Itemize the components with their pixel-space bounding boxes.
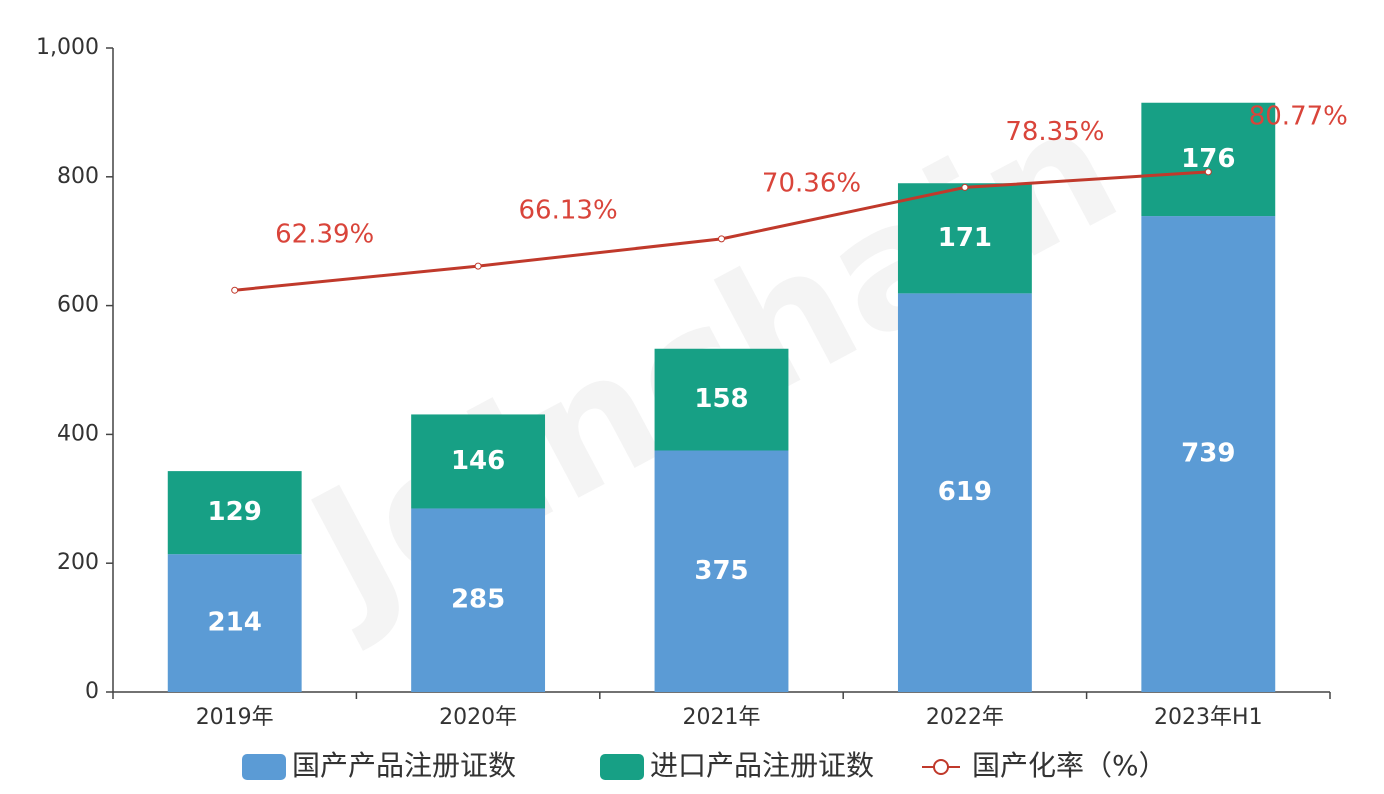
data-label: 285 [451,585,505,615]
y-tick-label: 1,000 [36,35,99,60]
data-label: 62.39% [275,220,374,250]
line-point [231,286,239,294]
legend-marker [933,759,949,775]
bar-segment [167,554,302,692]
legend-label: 国产产品注册证数 [292,749,516,782]
data-label: 70.36% [762,168,861,198]
data-label: 129 [208,497,262,527]
data-label: 158 [694,384,748,414]
bar-segment [1141,216,1276,693]
data-label: 171 [938,223,992,253]
line-point [1204,168,1212,176]
bar-segment [654,348,789,451]
data-label: 214 [208,608,262,638]
x-tick-label: 2021年 [683,705,761,730]
line-point [474,262,482,270]
legend-label: 进口产品注册证数 [650,749,874,782]
data-label: 80.77% [1249,101,1348,131]
line-point [718,235,725,243]
legend-label: 国产化率（%） [972,749,1167,782]
x-tick-label: 2020年 [439,705,517,730]
legend-swatch [600,754,644,780]
line-point [961,183,969,191]
bar-segment [1141,102,1276,217]
bar-segment [654,450,789,692]
x-tick-label: 2019年 [196,705,274,730]
y-tick-label: 600 [57,293,99,318]
y-tick-label: 800 [57,164,99,189]
data-label: 66.13% [519,196,618,226]
data-label: 78.35% [1005,117,1104,147]
legend-swatch [242,754,286,780]
x-tick-label: 2023年H1 [1154,705,1263,730]
y-tick-label: 200 [57,550,99,575]
data-label: 375 [694,556,748,586]
y-tick-label: 400 [57,421,99,446]
x-tick-label: 2022年 [926,705,1004,730]
bar-segment [411,508,546,692]
data-label: 619 [938,477,992,507]
y-tick-label: 0 [85,679,99,704]
data-label: 739 [1181,439,1235,469]
bar-segment [897,293,1032,692]
bar-segment [167,471,302,555]
bar-segment [411,414,546,509]
data-label: 146 [451,446,505,476]
bar-segment [897,183,1032,294]
